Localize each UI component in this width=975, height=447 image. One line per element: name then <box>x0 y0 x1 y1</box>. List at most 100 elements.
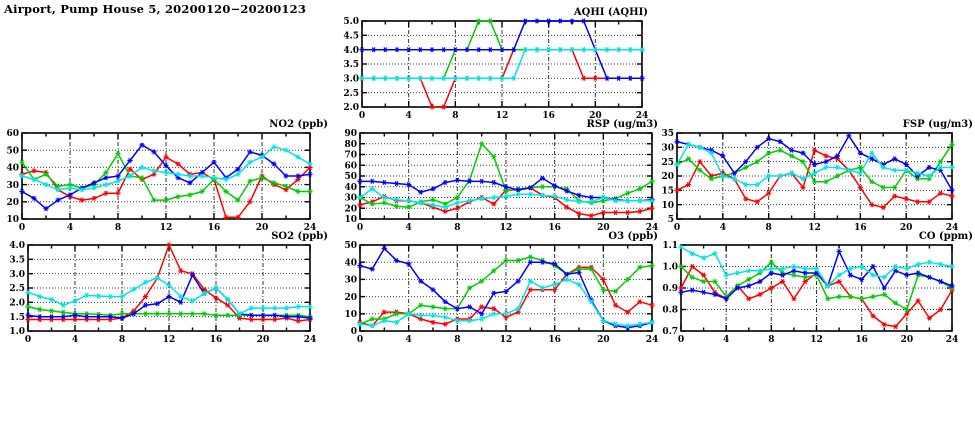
svg-text:20: 20 <box>344 204 357 214</box>
svg-text:30: 30 <box>6 181 19 191</box>
so2-y-tick-labels: 1.0 1.5 2.0 2.5 3.0 3.5 4.0 <box>9 241 25 337</box>
so2-chart-title: SO2 (ppb) <box>271 231 328 242</box>
svg-text:16: 16 <box>854 223 867 232</box>
svg-text:20: 20 <box>900 223 913 232</box>
svg-text:8: 8 <box>454 335 460 344</box>
svg-text:24: 24 <box>646 335 659 344</box>
svg-text:8: 8 <box>119 335 125 344</box>
no2-gridlines <box>22 133 310 219</box>
svg-text:24: 24 <box>646 223 659 232</box>
svg-text:4.0: 4.0 <box>9 241 25 251</box>
svg-text:16: 16 <box>548 335 561 344</box>
so2-gridlines <box>28 245 310 331</box>
no2-plot-area: 10 20 30 40 50 60 0 4 8 12 16 20 24 <box>6 129 316 232</box>
svg-text:16: 16 <box>542 111 555 120</box>
svg-text:20: 20 <box>344 293 357 303</box>
svg-text:20: 20 <box>901 335 914 344</box>
o3-ticks <box>359 244 653 332</box>
co-chart: 0.7 0.8 0.9 1.0 1.1 0 4 8 12 16 20 24 CO (ppm) <box>655 231 975 344</box>
no2-chart-title: NO2 (ppb) <box>269 119 328 130</box>
svg-text:0: 0 <box>674 223 680 232</box>
o3-chart-title: O3 (ppb) <box>608 231 658 242</box>
svg-text:0: 0 <box>359 111 365 120</box>
svg-text:0.7: 0.7 <box>662 327 678 337</box>
svg-text:2.5: 2.5 <box>9 284 25 294</box>
rsp-ticks <box>359 132 653 220</box>
rsp-chart: 10 20 30 40 50 60 70 80 90 0 4 8 12 16 20 24 RSP (ug/m3) <box>330 119 660 232</box>
svg-text:50: 50 <box>344 241 357 251</box>
so2-x-tick-labels: 0 4 8 12 16 20 24 <box>25 335 316 344</box>
svg-text:1.1: 1.1 <box>662 241 678 251</box>
svg-text:8: 8 <box>766 223 772 232</box>
svg-text:4: 4 <box>406 223 412 232</box>
rsp-x-tick-labels: 0 4 8 12 16 20 24 <box>357 223 658 232</box>
so2-plot-area: 1.0 1.5 2.0 2.5 3.0 3.5 4.0 0 4 8 12 16 20 24 <box>9 241 316 344</box>
svg-text:2.0: 2.0 <box>9 299 25 309</box>
aqhi-y-tick-labels: 2.0 2.5 3.0 3.5 4.0 4.5 5.0 <box>343 17 359 113</box>
svg-text:3.5: 3.5 <box>9 256 25 266</box>
co-gridlines <box>681 245 952 331</box>
svg-text:0.8: 0.8 <box>662 306 678 316</box>
svg-text:20: 20 <box>597 223 610 232</box>
svg-text:0: 0 <box>357 335 363 344</box>
svg-text:12: 12 <box>496 111 509 120</box>
svg-text:40: 40 <box>6 164 19 174</box>
no2-y-tick-labels: 10 20 30 40 50 60 <box>6 129 19 225</box>
fsp-gridlines <box>677 133 952 219</box>
svg-text:25: 25 <box>661 158 674 168</box>
svg-text:3.0: 3.0 <box>9 270 25 280</box>
aqhi-series-day4 <box>359 47 645 81</box>
o3-x-tick-labels: 0 4 8 12 16 20 24 <box>357 335 658 344</box>
svg-text:20: 20 <box>6 198 19 208</box>
svg-text:4: 4 <box>67 223 73 232</box>
svg-text:3.0: 3.0 <box>343 75 359 85</box>
svg-text:35: 35 <box>661 129 674 139</box>
fsp-y-tick-labels: 5 10 15 20 25 30 35 <box>661 129 674 225</box>
co-x-tick-labels: 0 4 8 12 16 20 24 <box>678 335 958 344</box>
fsp-plot-area: 5 10 15 20 25 30 35 0 4 8 12 16 20 24 <box>661 129 958 232</box>
svg-text:8: 8 <box>452 111 458 120</box>
svg-text:15: 15 <box>661 187 674 197</box>
svg-text:2.5: 2.5 <box>343 89 359 99</box>
svg-text:80: 80 <box>344 140 357 150</box>
svg-text:10: 10 <box>661 201 674 211</box>
svg-text:24: 24 <box>304 335 317 344</box>
svg-text:12: 12 <box>500 223 513 232</box>
svg-text:20: 20 <box>589 111 602 120</box>
svg-text:16: 16 <box>208 223 221 232</box>
co-y-tick-labels: 0.7 0.8 0.9 1.0 1.1 <box>662 241 678 337</box>
no2-series-day3 <box>19 142 313 212</box>
svg-text:40: 40 <box>344 183 357 193</box>
svg-text:0: 0 <box>351 327 357 337</box>
svg-text:24: 24 <box>946 335 959 344</box>
svg-text:1.0: 1.0 <box>9 327 25 337</box>
aqhi-x-tick-labels: 0 4 8 12 16 20 24 <box>359 111 648 120</box>
svg-text:4.5: 4.5 <box>343 32 359 42</box>
svg-text:20: 20 <box>661 172 674 182</box>
svg-text:12: 12 <box>810 335 823 344</box>
svg-text:4.0: 4.0 <box>343 46 359 56</box>
co-series-day2 <box>678 259 955 313</box>
no2-x-tick-labels: 0 4 8 12 16 20 24 <box>19 223 316 232</box>
fsp-chart: 5 10 15 20 25 30 35 0 4 8 12 16 20 24 FSP (ug/m3) <box>655 119 975 232</box>
svg-text:0: 0 <box>678 335 684 344</box>
svg-text:0: 0 <box>357 223 363 232</box>
svg-text:5.0: 5.0 <box>343 17 359 27</box>
page-title: Airport, Pump House 5, 20200120−20200123 <box>4 2 307 16</box>
fsp-x-tick-labels: 0 4 8 12 16 20 24 <box>674 223 958 232</box>
svg-text:8: 8 <box>768 335 774 344</box>
svg-text:4: 4 <box>406 111 412 120</box>
rsp-chart-title: RSP (ug/m3) <box>586 119 658 130</box>
no2-chart: 10 20 30 40 50 60 0 4 8 12 16 20 24 NO2 (ppb) <box>0 119 330 232</box>
svg-text:0.9: 0.9 <box>662 284 678 294</box>
svg-text:3.5: 3.5 <box>343 60 359 70</box>
no2-series-day1 <box>19 154 313 220</box>
svg-text:20: 20 <box>257 335 270 344</box>
svg-text:0: 0 <box>19 223 25 232</box>
svg-text:4: 4 <box>72 335 78 344</box>
aqhi-chart-title: AQHI (AQHI) <box>573 7 648 18</box>
svg-text:16: 16 <box>548 223 561 232</box>
o3-y-tick-labels: 0 10 20 30 40 50 <box>344 241 357 337</box>
co-plot-area: 0.7 0.8 0.9 1.0 1.1 0 4 8 12 16 20 24 <box>662 241 958 344</box>
svg-text:4: 4 <box>720 223 726 232</box>
